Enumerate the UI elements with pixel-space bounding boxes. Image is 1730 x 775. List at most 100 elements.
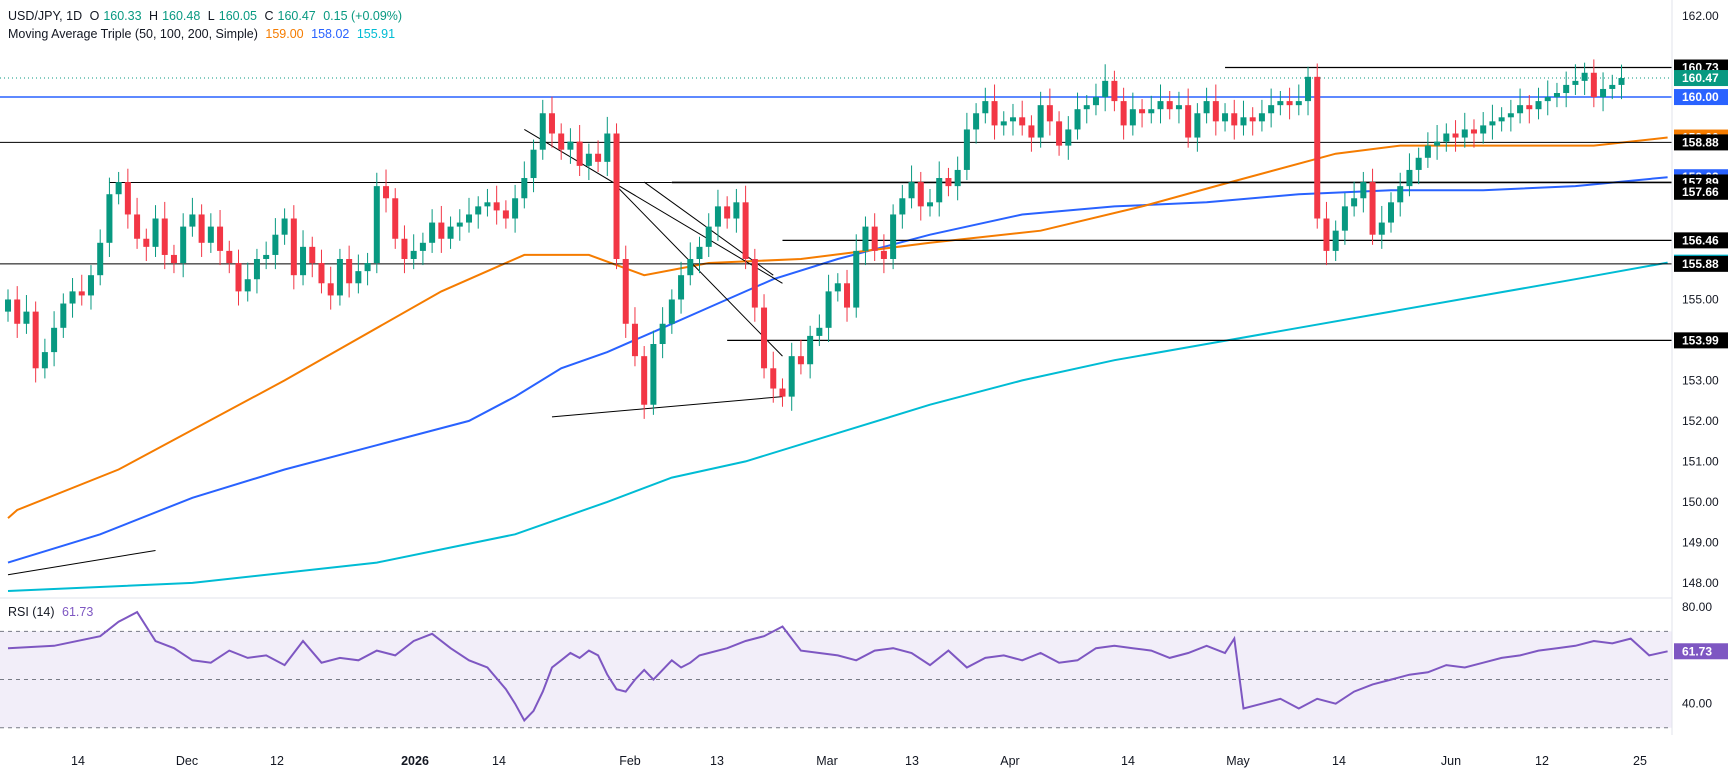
- candle-body: [1295, 101, 1302, 106]
- candle: [290, 205, 297, 290]
- candle: [1175, 91, 1182, 124]
- candle: [788, 342, 795, 411]
- candle-body: [659, 323, 666, 345]
- candle-body: [1092, 97, 1099, 106]
- candle-body: [1175, 105, 1182, 110]
- candle-body: [761, 307, 768, 369]
- time-tick-label: 14: [1332, 754, 1346, 768]
- candle-body: [558, 133, 565, 150]
- candle-body: [493, 202, 500, 211]
- candle-body: [1111, 80, 1118, 102]
- trendline-0: [524, 129, 783, 284]
- candle-body: [1600, 88, 1607, 98]
- candle-body: [355, 271, 362, 284]
- candle-body: [253, 258, 260, 280]
- candle-body: [309, 246, 316, 264]
- price-tag-label: 157.66: [1682, 185, 1719, 199]
- candle-body: [244, 279, 251, 292]
- candle: [373, 172, 380, 274]
- candle-body: [1351, 198, 1358, 207]
- candle-body: [788, 356, 795, 397]
- candle: [1065, 116, 1072, 160]
- candle: [641, 346, 648, 419]
- candle: [761, 294, 768, 379]
- candle-body: [336, 258, 343, 296]
- candle: [1074, 92, 1081, 140]
- candle-body: [1406, 169, 1413, 187]
- candle: [1037, 91, 1044, 148]
- candle: [1517, 88, 1524, 124]
- candle-body: [1470, 129, 1477, 134]
- candle: [161, 201, 168, 270]
- candle: [318, 249, 325, 294]
- candle-body: [641, 356, 648, 405]
- candle: [346, 245, 353, 298]
- trendline-2: [551, 396, 783, 418]
- price-tag: [1674, 134, 1728, 151]
- low-value: 160.05: [218, 9, 257, 23]
- candle: [143, 228, 150, 262]
- candle-body: [401, 238, 408, 259]
- candle: [1295, 84, 1302, 116]
- candle: [908, 165, 915, 209]
- candle-body: [235, 263, 242, 292]
- candle-body: [1563, 84, 1570, 94]
- candle: [1111, 70, 1118, 112]
- symbol-title[interactable]: USD/JPY, 1D: [8, 9, 83, 23]
- candle-body: [1268, 105, 1275, 114]
- candle-body: [539, 113, 546, 150]
- candle-body: [14, 299, 21, 324]
- candle-body: [1461, 129, 1468, 138]
- candle: [558, 123, 565, 160]
- candle-body: [300, 246, 307, 276]
- candle: [41, 338, 48, 379]
- candle: [512, 184, 519, 233]
- candle: [281, 208, 288, 245]
- candle: [530, 139, 537, 193]
- ma-title[interactable]: Moving Average Triple (50, 100, 200, Sim…: [8, 27, 258, 41]
- candle-body: [410, 250, 417, 259]
- candle-body: [419, 242, 426, 251]
- candle-body: [1590, 72, 1597, 98]
- candle: [1286, 87, 1293, 120]
- moving-averages: [7, 136, 1668, 592]
- candle-body: [1553, 93, 1560, 98]
- candle: [419, 232, 426, 266]
- candle-body: [281, 218, 288, 235]
- candle-body: [890, 214, 897, 259]
- open-value: 160.33: [103, 9, 142, 23]
- candle: [733, 188, 740, 233]
- candle: [834, 273, 841, 302]
- candle: [1341, 193, 1348, 245]
- candle-body: [548, 113, 555, 134]
- candle: [548, 96, 555, 148]
- candle: [336, 248, 343, 306]
- candle: [392, 188, 399, 249]
- candle-body: [871, 226, 878, 251]
- symbol-legend: USD/JPY, 1D O 160.33 H 160.48 L 160.05 C 160…: [8, 8, 406, 24]
- candle: [604, 116, 611, 177]
- candle: [1360, 171, 1367, 213]
- candle-body: [917, 182, 924, 207]
- candle-body: [1129, 109, 1136, 126]
- candle-body: [1544, 97, 1551, 102]
- candle: [668, 289, 675, 334]
- candle: [880, 234, 887, 274]
- candle-body: [797, 356, 804, 365]
- candle: [1461, 112, 1468, 148]
- time-tick-label: Feb: [619, 754, 641, 768]
- candle: [1000, 111, 1007, 136]
- candle-body: [1305, 76, 1312, 102]
- rsi-title[interactable]: RSI (14): [8, 605, 55, 619]
- candle: [401, 225, 408, 274]
- candle-body: [69, 291, 76, 304]
- candle: [1231, 99, 1238, 140]
- time-tick-label: Jun: [1441, 754, 1461, 768]
- rsi-tag: [1674, 643, 1728, 660]
- candle-body: [1618, 78, 1625, 85]
- price-tag-label: 160.47: [1682, 71, 1719, 85]
- candle: [659, 307, 666, 359]
- candle: [1129, 92, 1136, 136]
